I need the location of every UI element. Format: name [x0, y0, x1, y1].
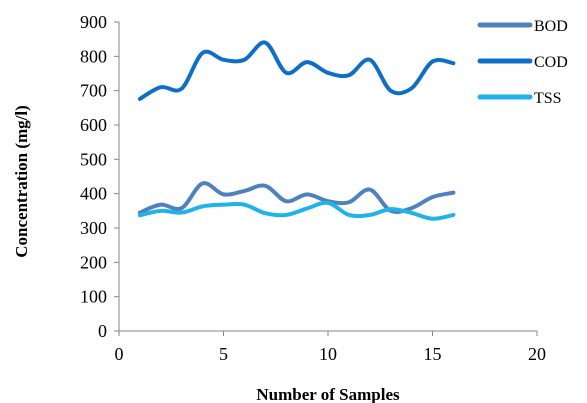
- series-line-cod: [137, 40, 456, 101]
- x-tick-label: 20: [528, 344, 546, 364]
- legend-item-cod: COD: [477, 54, 568, 71]
- y-tick-label: 900: [80, 12, 107, 32]
- legend-label: COD: [534, 54, 568, 71]
- x-axis-ticks: 0 5 10 15 20: [115, 331, 546, 364]
- legend-label: BOD: [534, 18, 568, 35]
- series-line-tss: [137, 200, 456, 221]
- legend-label: TSS: [534, 90, 562, 107]
- y-tick-label: 600: [80, 115, 107, 135]
- y-axis-ticks: 0 100 200 300 400 500 600 700 800 900: [80, 12, 119, 341]
- y-tick-label: 300: [80, 218, 107, 238]
- chart-axes: [118, 22, 537, 332]
- x-tick-label: 10: [319, 344, 337, 364]
- y-axis-title: Concentration (mg/l): [12, 105, 31, 258]
- y-tick-label: 100: [80, 287, 107, 307]
- x-axis-title: Number of Samples: [256, 385, 400, 403]
- y-tick-label: 500: [80, 149, 107, 169]
- legend: BOD COD TSS: [477, 18, 568, 107]
- legend-item-tss: TSS: [477, 90, 562, 107]
- x-tick-label: 0: [115, 344, 124, 364]
- y-tick-label: 800: [80, 46, 107, 66]
- series-line-bod: [137, 181, 456, 215]
- y-tick-label: 700: [80, 81, 107, 101]
- y-tick-label: 0: [98, 321, 107, 341]
- y-tick-label: 200: [80, 252, 107, 272]
- x-tick-label: 15: [424, 344, 442, 364]
- series-lines: [137, 40, 456, 221]
- legend-item-bod: BOD: [477, 18, 568, 35]
- x-tick-label: 5: [219, 344, 228, 364]
- y-tick-label: 400: [80, 184, 107, 204]
